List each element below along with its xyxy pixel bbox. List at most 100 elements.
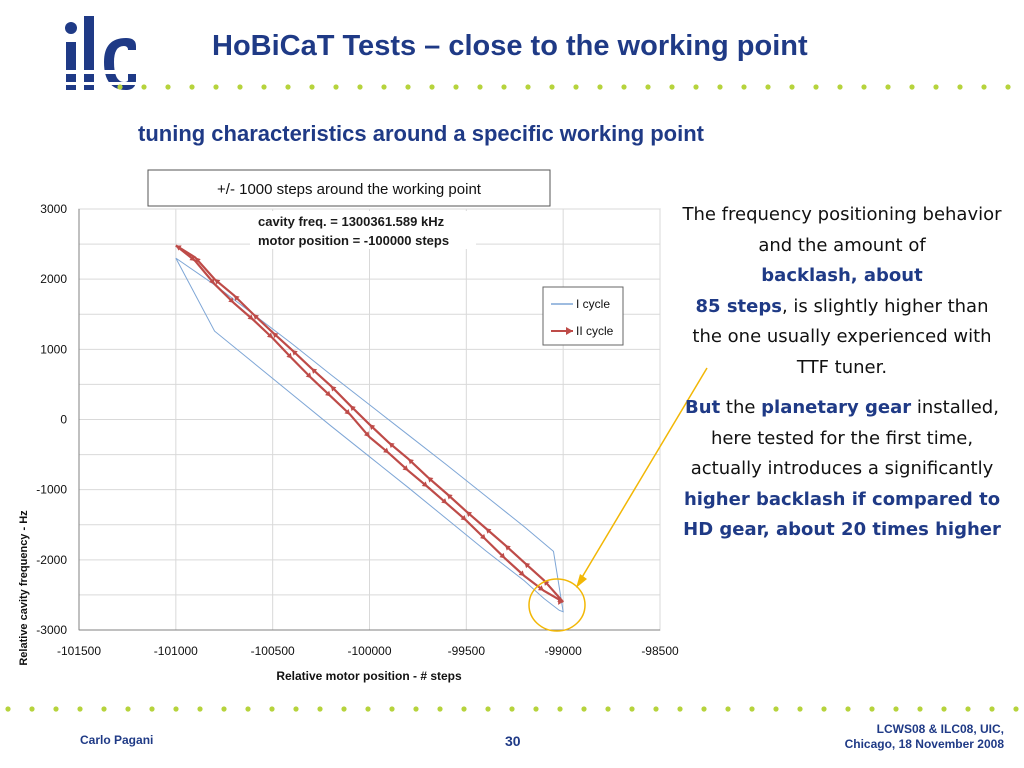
divider-dot — [317, 706, 322, 711]
divider-dot — [405, 84, 410, 89]
divider-dot — [53, 706, 58, 711]
text-backlash-about: backlash, about — [761, 265, 922, 286]
divider-dot — [981, 84, 986, 89]
footer-page-number: 30 — [505, 733, 521, 749]
text-planetary-gear: planetary gear — [761, 397, 911, 418]
divider-dot — [237, 84, 242, 89]
x-tick-label: -99000 — [544, 644, 582, 658]
x-tick-label: -98500 — [641, 644, 679, 658]
slide-subtitle: tuning characteristics around a specific… — [138, 121, 704, 147]
divider-dot — [141, 84, 146, 89]
divider-dot — [173, 706, 178, 711]
divider-dot — [477, 84, 482, 89]
divider-dot — [1005, 84, 1010, 89]
y-tick-label: 1000 — [40, 342, 67, 356]
divider-dot — [389, 706, 394, 711]
legend-label-cycle2: II cycle — [576, 324, 614, 338]
y-tick-label: -3000 — [36, 623, 67, 637]
divider-dot — [917, 706, 922, 711]
divider-dot — [893, 706, 898, 711]
divider-dot — [773, 706, 778, 711]
divider-dot — [965, 706, 970, 711]
divider-dot — [437, 706, 442, 711]
x-tick-label: -99500 — [448, 644, 486, 658]
y-tick-label: 2000 — [40, 272, 67, 286]
x-tick-label: -101000 — [154, 644, 198, 658]
divider-dot — [717, 84, 722, 89]
divider-dot — [413, 706, 418, 711]
divider-dot — [509, 706, 514, 711]
chart-note-text: +/- 1000 steps around the working point — [217, 181, 482, 198]
divider-dot — [501, 84, 506, 89]
divider-dot — [149, 706, 154, 711]
divider-dot — [789, 84, 794, 89]
divider-dot — [645, 84, 650, 89]
divider-dot — [725, 706, 730, 711]
y-tick-label: 0 — [60, 413, 67, 427]
divider-dot — [485, 706, 490, 711]
x-tick-label: -100000 — [347, 644, 391, 658]
divider-dot — [245, 706, 250, 711]
divider-dot — [629, 706, 634, 711]
divider-dot — [165, 84, 170, 89]
divider-dot — [869, 706, 874, 711]
dotted-divider-top — [0, 78, 1024, 96]
annotation-frequency: cavity freq. = 1300361.589 kHz — [258, 214, 445, 229]
x-tick-label: -100500 — [251, 644, 295, 658]
divider-dot — [269, 706, 274, 711]
divider-dot — [557, 706, 562, 711]
divider-dot — [285, 84, 290, 89]
divider-dot — [821, 706, 826, 711]
side-commentary: The frequency positioning behavior and t… — [682, 200, 1002, 556]
divider-dot — [765, 84, 770, 89]
annotation-motor-position: motor position = -100000 steps — [258, 233, 449, 248]
divider-dot — [693, 84, 698, 89]
divider-dot — [5, 706, 10, 711]
divider-dot — [365, 706, 370, 711]
callout-arrowhead — [576, 574, 587, 588]
divider-dot — [957, 84, 962, 89]
divider-dot — [293, 706, 298, 711]
divider-dot — [197, 706, 202, 711]
divider-dot — [261, 84, 266, 89]
footer-conference: LCWS08 & ILC08, UIC, Chicago, 18 Novembe… — [790, 722, 1004, 752]
divider-dot — [621, 84, 626, 89]
divider-dot — [605, 706, 610, 711]
divider-dot — [845, 706, 850, 711]
divider-dot — [333, 84, 338, 89]
divider-dot — [381, 84, 386, 89]
text-frequency-behavior: The frequency positioning behavior and t… — [682, 204, 1001, 256]
divider-dot — [429, 84, 434, 89]
divider-dot — [1013, 706, 1018, 711]
divider-dot — [581, 706, 586, 711]
divider-dot — [597, 84, 602, 89]
divider-dot — [989, 706, 994, 711]
divider-dot — [221, 706, 226, 711]
dotted-divider-bottom — [0, 700, 1024, 718]
divider-dot — [909, 84, 914, 89]
divider-dot — [549, 84, 554, 89]
divider-dot — [933, 84, 938, 89]
divider-dot — [189, 84, 194, 89]
y-axis-title: Relative cavity frequency - Hz — [18, 510, 30, 666]
y-tick-label: -2000 — [36, 553, 67, 567]
divider-dot — [573, 84, 578, 89]
divider-dot — [117, 84, 122, 89]
footer-author: Carlo Pagani — [80, 733, 153, 747]
text-but: But — [685, 397, 720, 418]
divider-dot — [309, 84, 314, 89]
divider-dot — [29, 706, 34, 711]
slide-title: HoBiCaT Tests – close to the working poi… — [212, 30, 808, 63]
divider-dot — [837, 84, 842, 89]
divider-dot — [669, 84, 674, 89]
divider-dot — [77, 706, 82, 711]
divider-dot — [453, 84, 458, 89]
y-tick-label: -1000 — [36, 483, 67, 497]
divider-dot — [125, 706, 130, 711]
divider-dot — [941, 706, 946, 711]
divider-dot — [749, 706, 754, 711]
divider-dot — [533, 706, 538, 711]
divider-dot — [797, 706, 802, 711]
footer-conference-line2: Chicago, 18 November 2008 — [845, 737, 1004, 751]
divider-dot — [101, 706, 106, 711]
